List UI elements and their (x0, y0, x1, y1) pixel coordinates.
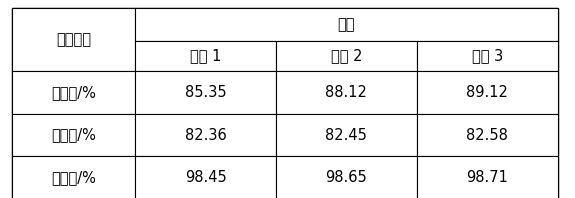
Text: 98.71: 98.71 (466, 170, 508, 185)
Bar (12, 114, 135, 156)
Bar (276, 71, 417, 114)
Text: 吸湿率/%: 吸湿率/% (51, 85, 96, 100)
Text: 实例 1: 实例 1 (190, 49, 221, 63)
Bar (135, 41, 276, 71)
Text: 样品: 样品 (338, 17, 355, 32)
Bar (276, 41, 417, 71)
Bar (135, 156, 276, 198)
Text: 性能表征: 性能表征 (56, 32, 91, 47)
Bar (12, 71, 135, 114)
Text: 放湿率/%: 放湿率/% (51, 128, 96, 143)
Bar (276, 114, 417, 156)
Bar (417, 114, 558, 156)
Bar (12, 8, 135, 71)
Bar (135, 71, 276, 114)
Bar (12, 156, 135, 198)
Bar (417, 41, 558, 71)
Text: 82.45: 82.45 (325, 128, 367, 143)
Text: 85.35: 85.35 (185, 85, 227, 100)
Bar (135, 114, 276, 156)
Text: 实例 3: 实例 3 (472, 49, 503, 63)
Text: 82.36: 82.36 (185, 128, 227, 143)
Bar (417, 156, 558, 198)
Text: 实例 2: 实例 2 (331, 49, 362, 63)
Bar (276, 156, 417, 198)
Text: 82.58: 82.58 (466, 128, 508, 143)
Text: 98.45: 98.45 (185, 170, 227, 185)
Text: 抑菌率/%: 抑菌率/% (51, 170, 96, 185)
Bar (135, 8, 558, 41)
Text: 89.12: 89.12 (466, 85, 508, 100)
Text: 98.65: 98.65 (325, 170, 367, 185)
Bar (417, 71, 558, 114)
Text: 88.12: 88.12 (325, 85, 367, 100)
